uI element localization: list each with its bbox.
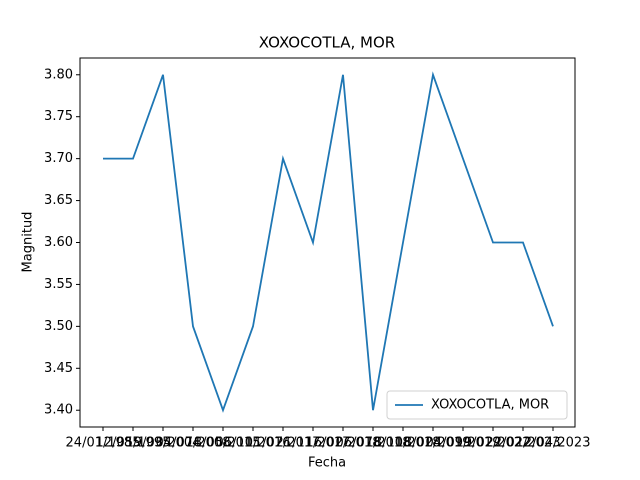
x-tick-label: 19/02/2022: [456, 436, 531, 451]
line: [103, 71, 554, 413]
y-tick-label: 3.70: [44, 151, 73, 166]
y-tick-label: 3.60: [44, 235, 73, 250]
x-tick-label: 04/09/2019: [426, 436, 501, 451]
x-axis-label: Fecha: [308, 456, 346, 471]
y-tick-label: 3.55: [44, 277, 73, 292]
y-tick-label: 3.80: [44, 67, 73, 82]
x-tick-label: 12/05/1995: [96, 436, 171, 451]
x-tick-label: 18/05/2015: [186, 436, 261, 451]
legend-box: [386, 390, 568, 420]
x-tick-label: 18/02/2019: [396, 436, 471, 451]
x-tick-label: 04/07/2008: [156, 436, 231, 451]
y-tick-label: 3.65: [44, 193, 73, 208]
legend-label: XOXOCOTLA, MOR: [431, 398, 549, 413]
x-tick-label: 22/02/2023: [486, 436, 561, 451]
y-tick-label: 3.45: [44, 361, 73, 376]
y-tick-label: 3.75: [44, 109, 73, 124]
y-tick-label: 3.50: [44, 319, 73, 334]
x-tick-label: 06/07/2018: [336, 436, 411, 451]
x-tick-label: 18/10/2018: [366, 436, 441, 451]
y-tick-label: 3.40: [44, 403, 73, 418]
x-tick-label: 16/02/2018: [306, 436, 381, 451]
x-tick-label: 19/03/2004: [126, 436, 201, 451]
chart-title: XOXOCOTLA, MOR: [259, 34, 395, 52]
x-tick-label: 21/11/2017: [276, 436, 351, 451]
x-tick-label: 24/01/1985: [66, 436, 141, 451]
x-tick-label: 06/10/2016: [216, 436, 291, 451]
x-tick-label: 12/04/2023: [516, 436, 591, 451]
x-tick-label: 11/07/2017: [246, 436, 321, 451]
y-axis-label: Magnitud: [21, 212, 36, 273]
